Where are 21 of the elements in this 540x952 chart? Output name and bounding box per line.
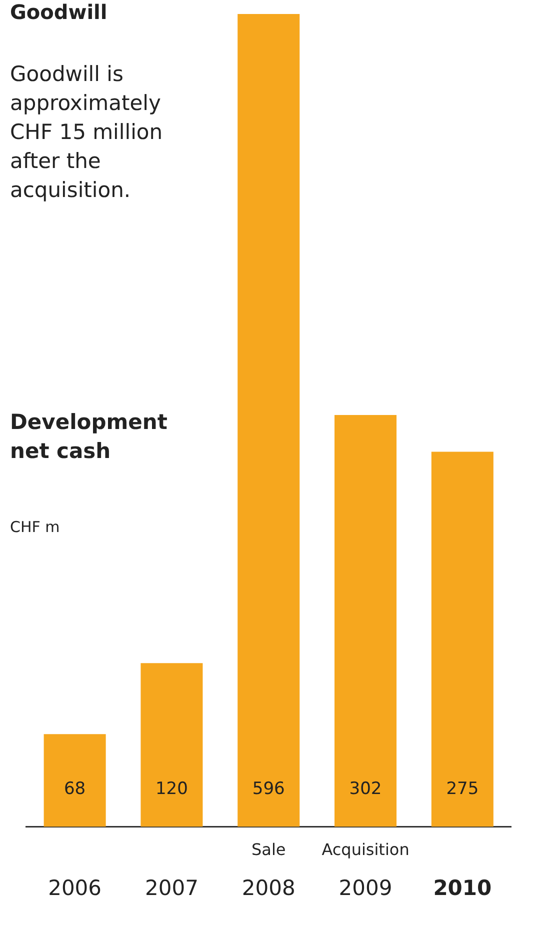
bar xyxy=(334,414,397,827)
x-tick-label: 2007 xyxy=(144,876,198,900)
data-label: 120 xyxy=(155,779,188,800)
x-tick-label: 2008 xyxy=(242,876,296,900)
data-label: 302 xyxy=(349,779,382,800)
text: Sale xyxy=(251,840,286,859)
data-label: 68 xyxy=(64,779,86,800)
x-tick-label: 2006 xyxy=(48,876,102,900)
annotation: Goodwill is approximately CHF 15 million after the acquisition. xyxy=(10,61,164,204)
bar xyxy=(140,663,203,827)
y-axis-title: CHF m xyxy=(10,518,60,536)
text: Acquisition xyxy=(322,840,410,859)
x-tick-label: 2009 xyxy=(338,876,392,900)
bar xyxy=(431,452,494,827)
annotation: Goodwill xyxy=(10,0,108,24)
x-tick-label: 2010 xyxy=(433,876,492,900)
bar xyxy=(44,734,106,827)
text: Development net cash xyxy=(10,409,168,465)
data-label: 596 xyxy=(252,779,285,800)
data-label: 275 xyxy=(446,779,479,800)
bar xyxy=(238,14,300,827)
